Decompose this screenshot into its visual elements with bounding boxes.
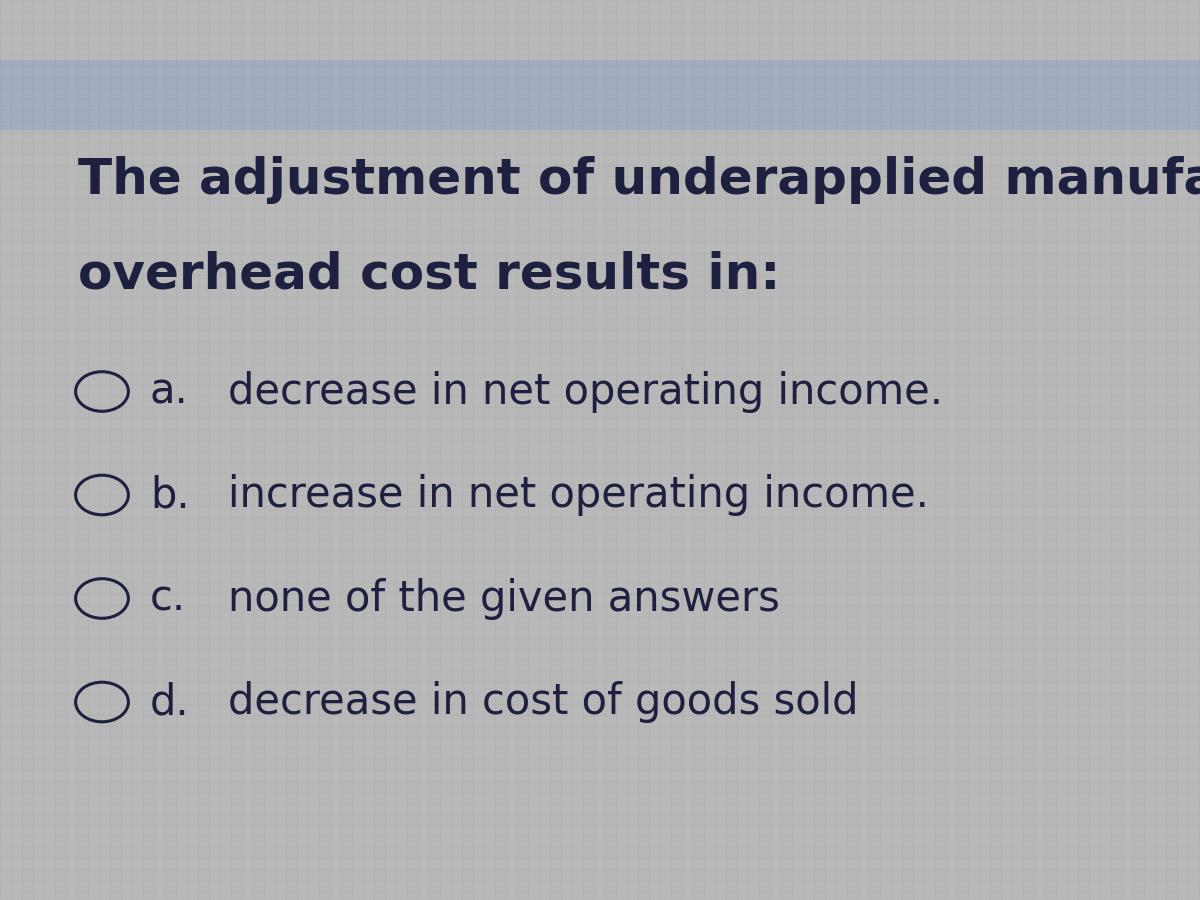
Text: a.: a. bbox=[150, 371, 188, 412]
Text: d.: d. bbox=[150, 681, 190, 723]
Text: none of the given answers: none of the given answers bbox=[228, 578, 780, 619]
Text: decrease in net operating income.: decrease in net operating income. bbox=[228, 371, 943, 412]
Text: decrease in cost of goods sold: decrease in cost of goods sold bbox=[228, 681, 858, 723]
Text: c.: c. bbox=[150, 578, 186, 619]
Text: b.: b. bbox=[150, 474, 190, 516]
Text: increase in net operating income.: increase in net operating income. bbox=[228, 474, 929, 516]
Text: overhead cost results in:: overhead cost results in: bbox=[78, 250, 780, 299]
Text: The adjustment of underapplied manufacturing: The adjustment of underapplied manufactu… bbox=[78, 156, 1200, 204]
